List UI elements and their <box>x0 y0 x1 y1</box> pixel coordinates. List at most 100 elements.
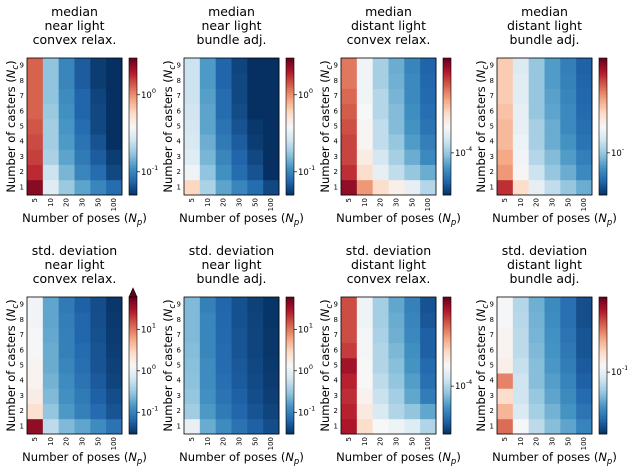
heatmap-cell <box>42 312 60 328</box>
colorbar-segment <box>443 76 451 79</box>
heatmap-cell <box>420 134 437 150</box>
colorbar-segment <box>129 92 137 95</box>
heatmap-panel-2: median near light bundle adj. 1 2 3 4 5 6 7 8 9 5 10 2… <box>161 4 315 228</box>
colorbar-segment <box>443 322 451 325</box>
heatmap-cell <box>388 357 405 374</box>
colorbar-segment <box>443 78 451 82</box>
colorbar-segment <box>443 117 451 121</box>
colorbar-segment <box>443 406 451 410</box>
heatmap-cell <box>27 312 44 328</box>
colorbar-segment <box>443 192 451 196</box>
heatmap-cell <box>58 388 75 404</box>
x-tick-label: 5 <box>345 198 353 202</box>
colorbar-segment <box>443 80 451 84</box>
heatmap-cell <box>263 118 280 135</box>
colorbar-segment <box>129 76 137 79</box>
colorbar-segment <box>129 140 137 143</box>
heatmap-cell <box>199 58 217 74</box>
colorbar-segment <box>599 108 607 111</box>
heatmap-cell <box>372 342 389 359</box>
colorbar-segment <box>599 319 607 323</box>
colorbar-segment <box>129 338 137 341</box>
y-tick-label: 7 <box>490 331 494 339</box>
heatmap-cell <box>497 58 514 74</box>
colorbar-segment <box>286 169 294 173</box>
heatmap-cell <box>199 342 217 359</box>
colorbar-segment <box>286 135 294 139</box>
x-axis-label: Number of poses (Np) <box>336 211 461 228</box>
colorbar-segment <box>129 80 137 84</box>
heatmap-cell <box>404 418 421 435</box>
heatmap-cell <box>528 164 545 181</box>
x-tick-label: 30 <box>548 198 556 207</box>
heatmap-cell <box>544 388 561 404</box>
heatmap-cell <box>263 357 280 374</box>
colorbar-segment <box>286 319 294 323</box>
heatmap-cell <box>27 149 44 165</box>
heatmap-cell <box>247 73 264 89</box>
colorbar-tick-label: 100 <box>141 87 156 101</box>
colorbar-segment <box>286 429 294 433</box>
colorbar-segment <box>599 324 607 328</box>
colorbar-segment <box>129 402 137 405</box>
heatmap-panel-4: median distant light bundle adj. 1 2 3 4 5 6 7 8 9 5… <box>474 4 625 228</box>
colorbar-segment <box>599 73 607 77</box>
colorbar-segment <box>129 328 137 332</box>
heatmap-cell <box>388 373 405 389</box>
heatmap-cell <box>231 388 248 404</box>
colorbar-segment <box>599 308 607 312</box>
colorbar-segment <box>443 62 451 66</box>
colorbar-segment <box>599 105 607 109</box>
heatmap-cell <box>90 418 107 435</box>
colorbar-segment <box>599 415 607 419</box>
colorbar-segment <box>599 363 607 366</box>
colorbar-segment <box>599 165 607 168</box>
colorbar-tick-label: 101 <box>298 321 313 335</box>
y-tick-label: 5 <box>334 362 338 370</box>
colorbar-segment <box>286 340 294 344</box>
colorbar-tick-label: 100 <box>298 363 313 377</box>
colorbar-segment <box>443 388 451 392</box>
heatmap-cell <box>404 357 421 374</box>
colorbar-segment <box>443 99 451 102</box>
heatmap-cell <box>27 164 44 181</box>
colorbar-segment <box>443 431 451 435</box>
heatmap-cell <box>106 388 123 404</box>
colorbar-segment <box>129 69 137 73</box>
colorbar-segment <box>286 58 294 61</box>
heatmap-cell <box>497 342 514 359</box>
heatmap-cell <box>528 134 545 150</box>
heatmap-cell <box>58 118 75 135</box>
colorbar-segment <box>599 413 607 417</box>
colorbar-segment <box>443 167 451 171</box>
heatmap-cell <box>404 179 421 196</box>
colorbar-segment <box>599 402 607 405</box>
x-tick-label: 100 <box>580 198 588 211</box>
colorbar-tick-label: 10-1 <box>141 404 158 418</box>
colorbar-segment <box>129 105 137 109</box>
x-tick-label: 30 <box>548 437 556 446</box>
heatmap-cell <box>90 149 107 165</box>
colorbar-segment <box>599 317 607 321</box>
y-axis-label: Number of casters (Nc) <box>4 60 21 192</box>
colorbar-segment <box>286 322 294 325</box>
colorbar-segment <box>443 103 451 107</box>
colorbar-segment <box>599 144 607 148</box>
heatmap-cell <box>247 118 264 135</box>
colorbar-segment <box>599 96 607 100</box>
colorbar-segment <box>443 338 451 341</box>
heatmap-cell <box>184 58 201 74</box>
colorbar-segment <box>286 381 294 385</box>
colorbar-segment <box>443 392 451 396</box>
heatmap-cell <box>184 73 201 89</box>
y-tick-label: 6 <box>490 346 495 354</box>
heatmap-cell <box>42 403 60 420</box>
colorbar-segment <box>599 121 607 125</box>
colorbar-segment <box>443 415 451 419</box>
colorbar-segment <box>286 363 294 366</box>
colorbar-segment <box>129 58 137 61</box>
plot-frame <box>183 296 280 435</box>
heatmap-cell <box>544 418 561 435</box>
y-tick-label: 5 <box>20 123 24 131</box>
heatmap-cell <box>90 297 107 313</box>
